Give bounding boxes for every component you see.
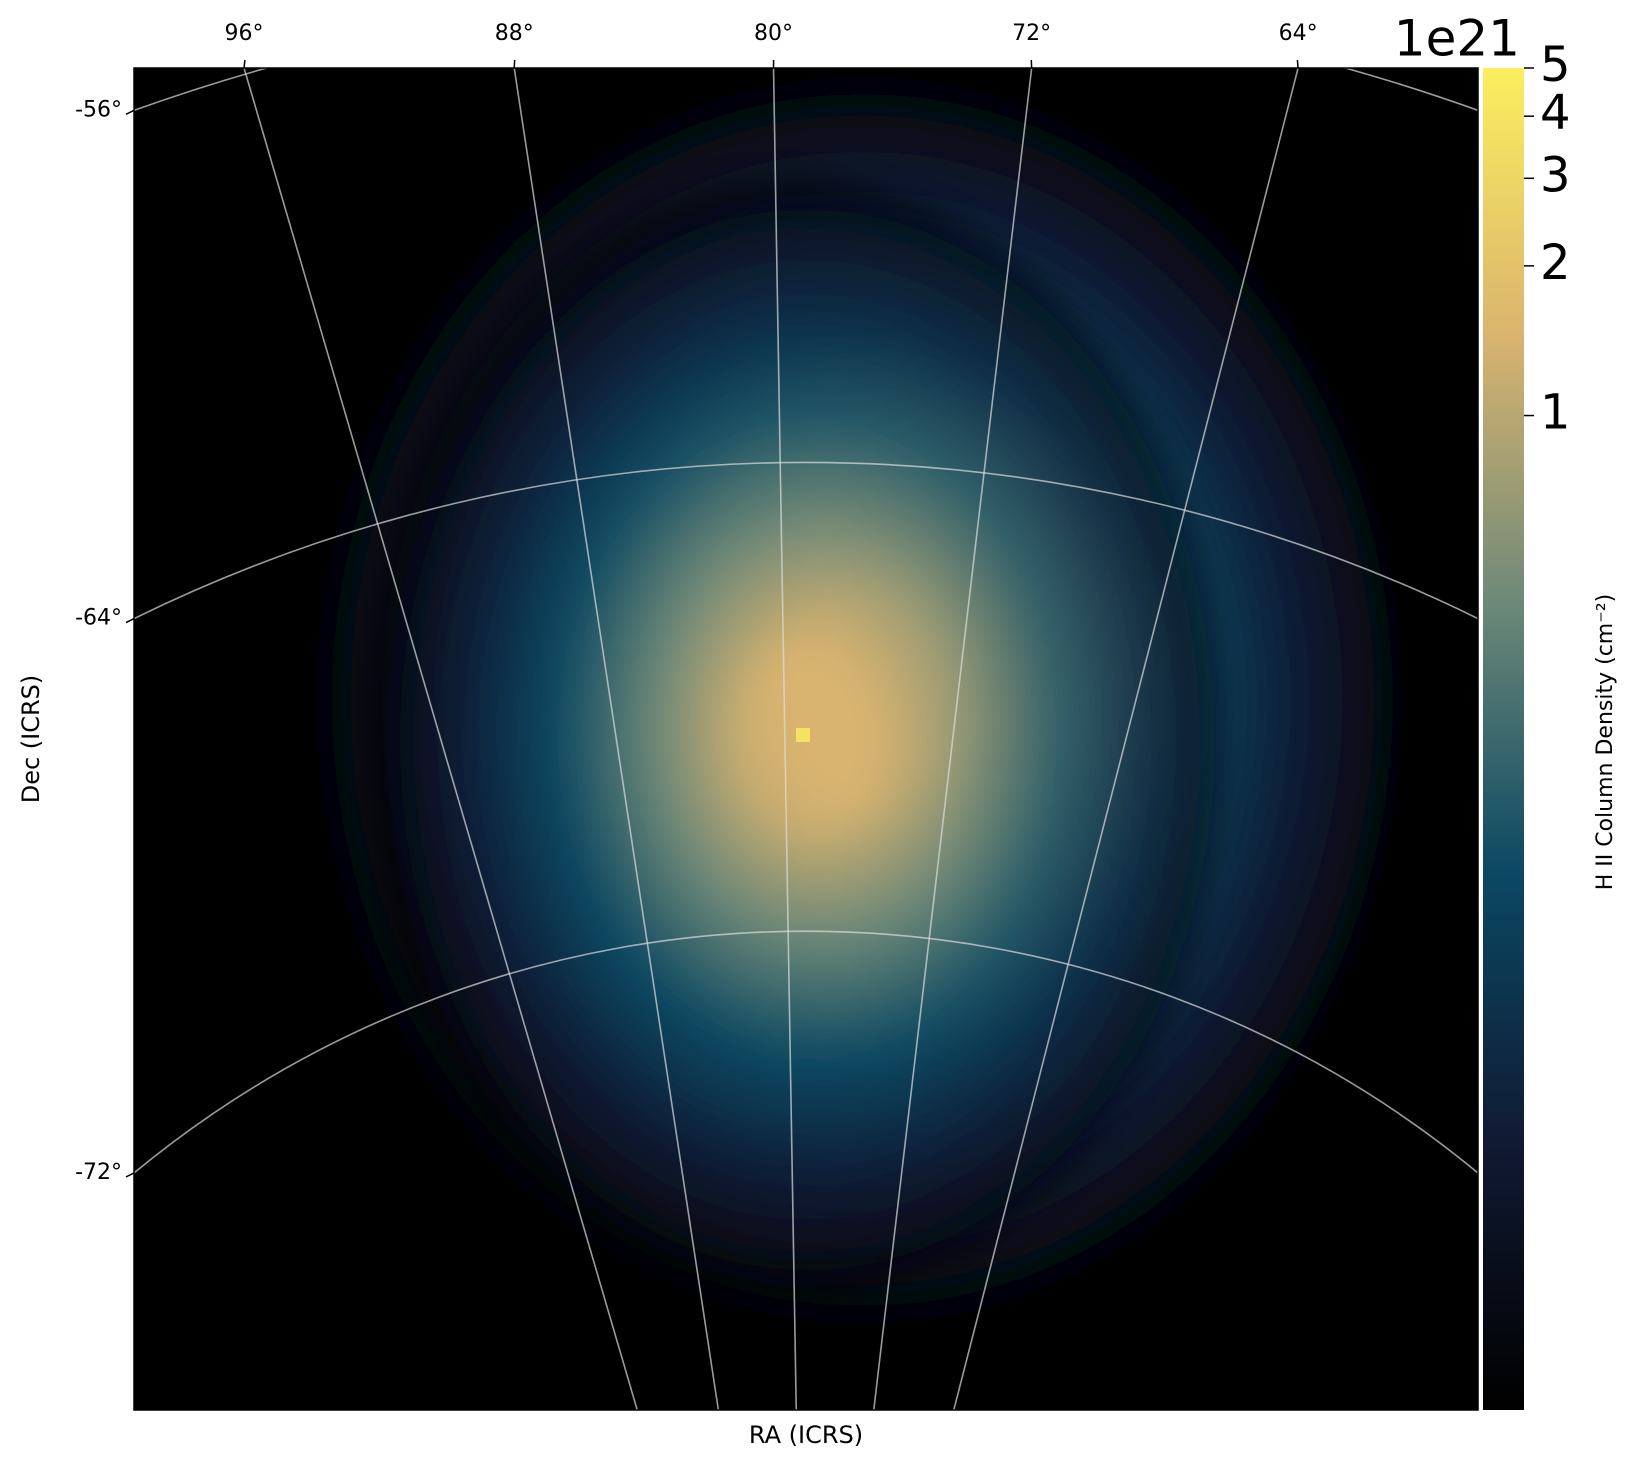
grid-line <box>243 68 639 1410</box>
grid-line <box>772 68 798 1410</box>
y-axis-label: Dec (ICRS) <box>17 675 45 804</box>
grid-line <box>872 68 1033 1410</box>
grid-line <box>953 68 1299 1410</box>
colorbar-tick-label: 3 <box>1540 147 1571 203</box>
y-tick-label: -72° <box>75 1160 122 1185</box>
colorbar-tick-label: 5 <box>1540 37 1571 93</box>
grid-line <box>134 461 1478 620</box>
x-axis-label: RA (ICRS) <box>749 1421 863 1449</box>
x-tick-label: 80° <box>754 21 793 46</box>
x-tick-label: 72° <box>1012 21 1051 46</box>
bright-spot <box>796 728 810 742</box>
column-density-core <box>360 180 1220 1300</box>
grid-line <box>513 68 720 1410</box>
colorbar-tick-label: 2 <box>1540 235 1571 291</box>
colorbar-tick-label: 4 <box>1540 85 1571 141</box>
image-layer <box>280 68 1400 1340</box>
y-tick-label: -64° <box>75 606 122 631</box>
y-tick <box>125 1172 135 1178</box>
x-tick <box>1296 59 1299 69</box>
x-tick-label: 96° <box>225 21 264 46</box>
x-tick-label: 64° <box>1279 21 1318 46</box>
grid <box>134 68 1478 1410</box>
y-tick <box>125 617 135 624</box>
grid-line <box>134 930 1478 1174</box>
colorbar-label: H II Column Density (cm⁻²) <box>1593 594 1618 891</box>
x-tick <box>243 59 246 69</box>
colorbar-tick-label: 1 <box>1540 385 1571 441</box>
colorbar <box>1483 68 1524 1410</box>
colorbar-offset-label: 1e21 <box>1394 10 1520 68</box>
x-tick-label: 88° <box>495 21 534 46</box>
y-tick-label: -56° <box>75 97 122 122</box>
y-tick <box>125 109 135 116</box>
plot-frame <box>133 67 1479 1411</box>
